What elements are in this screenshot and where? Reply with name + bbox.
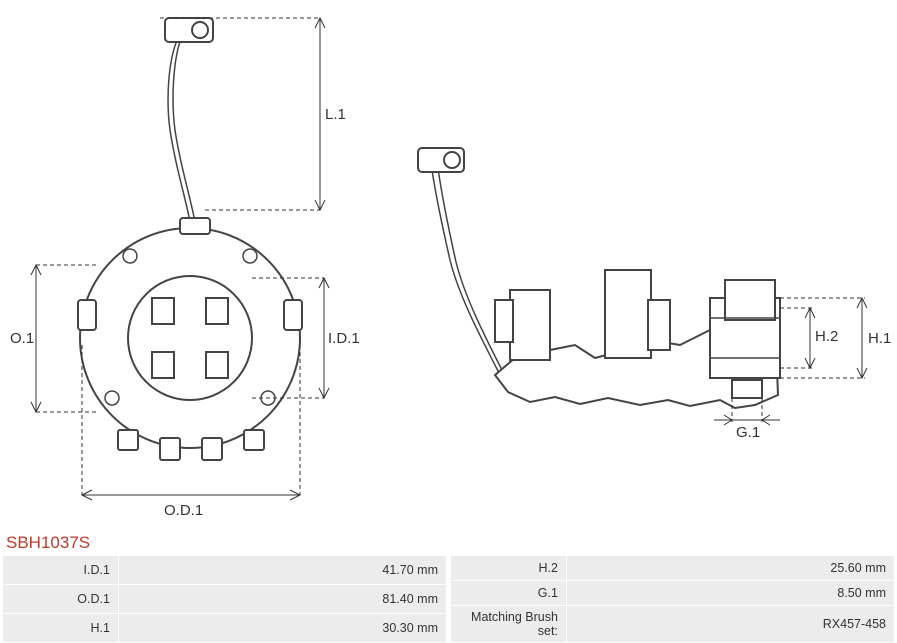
spec-label: O.D.1 bbox=[3, 585, 118, 613]
dim-label-l1: L.1 bbox=[325, 106, 346, 123]
table-row: I.D.1 41.70 mm bbox=[3, 556, 446, 584]
spec-value: RX457-458 bbox=[567, 606, 894, 642]
dim-label-h2: H.2 bbox=[815, 328, 838, 345]
diagram-area: L.1 O.1 I.D.1 O.D.1 H.2 H.1 G.1 bbox=[0, 0, 897, 530]
table-row: H.2 25.60 mm bbox=[451, 556, 894, 580]
table-row: H.1 30.30 mm bbox=[3, 614, 446, 642]
dim-label-id1: I.D.1 bbox=[328, 330, 360, 347]
spec-label: I.D.1 bbox=[3, 556, 118, 584]
dim-label-o1: O.1 bbox=[10, 330, 34, 347]
spec-label: H.2 bbox=[451, 556, 566, 580]
dim-label-od1: O.D.1 bbox=[164, 502, 203, 519]
spec-value: 25.60 mm bbox=[567, 556, 894, 580]
spec-value: 30.30 mm bbox=[119, 614, 446, 642]
spec-label: Matching Brush set: bbox=[451, 606, 566, 642]
table-row: O.D.1 81.40 mm bbox=[3, 585, 446, 613]
front-view-drawing bbox=[0, 0, 380, 530]
side-view-drawing bbox=[380, 0, 897, 530]
spec-table-right: H.2 25.60 mm G.1 8.50 mm Matching Brush … bbox=[450, 555, 895, 643]
spec-value: 41.70 mm bbox=[119, 556, 446, 584]
spec-tables: I.D.1 41.70 mm O.D.1 81.40 mm H.1 30.30 … bbox=[2, 555, 895, 643]
spec-table-left: I.D.1 41.70 mm O.D.1 81.40 mm H.1 30.30 … bbox=[2, 555, 447, 643]
table-row: Matching Brush set: RX457-458 bbox=[451, 606, 894, 642]
spec-label: H.1 bbox=[3, 614, 118, 642]
dim-label-h1: H.1 bbox=[868, 330, 891, 347]
table-row: G.1 8.50 mm bbox=[451, 581, 894, 605]
spec-value: 8.50 mm bbox=[567, 581, 894, 605]
spec-label: G.1 bbox=[451, 581, 566, 605]
dim-label-g1: G.1 bbox=[736, 424, 760, 441]
part-number: SBH1037S bbox=[6, 533, 90, 553]
spec-value: 81.40 mm bbox=[119, 585, 446, 613]
